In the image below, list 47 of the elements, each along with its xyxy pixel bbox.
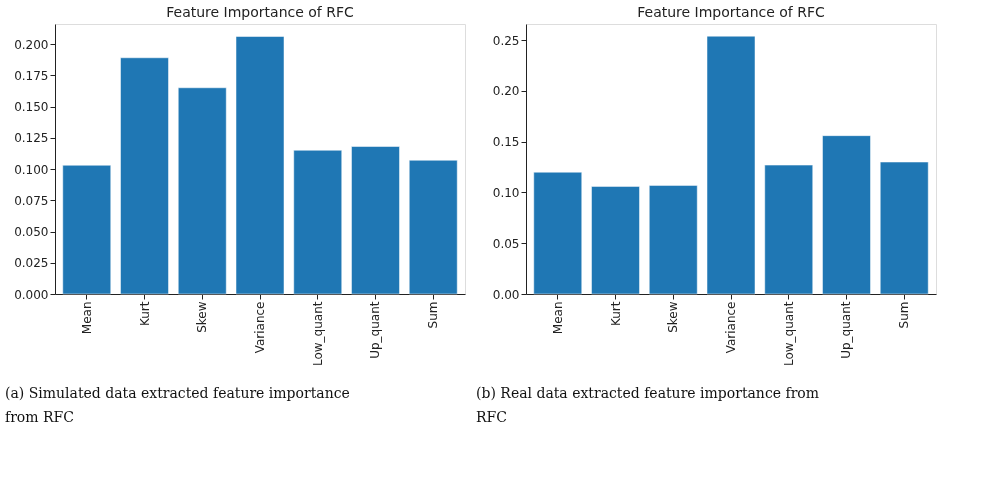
x-tick-label: Skew bbox=[195, 301, 210, 333]
y-tick-label: 0.075 bbox=[14, 193, 49, 208]
bar bbox=[178, 87, 227, 295]
y-tick-label: 0.200 bbox=[14, 37, 49, 52]
y-tick-label: 0.15 bbox=[492, 135, 520, 150]
bar bbox=[408, 160, 458, 295]
y-tick-label: 0.175 bbox=[14, 68, 49, 83]
x-tick-label: Up_quant bbox=[839, 301, 854, 359]
bar bbox=[649, 185, 698, 295]
y-tick-label: 0.00 bbox=[492, 287, 520, 302]
chart-title: Feature Importance of RFC bbox=[166, 4, 354, 20]
x-tick-label: Variance bbox=[253, 301, 267, 354]
x-tick-label: Kurt bbox=[608, 301, 623, 327]
x-tick-label: Mean bbox=[550, 301, 565, 335]
bar bbox=[822, 135, 871, 295]
bar bbox=[351, 146, 400, 295]
bar bbox=[62, 165, 112, 295]
bar bbox=[533, 171, 583, 295]
bar bbox=[764, 164, 813, 295]
bar bbox=[706, 35, 756, 295]
y-tick-label: 0.150 bbox=[14, 100, 49, 114]
y-tick-label: 0.050 bbox=[14, 225, 49, 239]
y-tick-label: 0.20 bbox=[492, 84, 520, 99]
y-tick-label: 0.10 bbox=[492, 186, 520, 200]
x-tick-label: Sum bbox=[897, 301, 912, 329]
x-tick-label: Variance bbox=[724, 301, 738, 354]
x-tick-label: Kurt bbox=[137, 301, 152, 327]
bar bbox=[293, 150, 342, 295]
x-tick-label: Mean bbox=[79, 301, 94, 335]
bar bbox=[120, 57, 169, 295]
text: (b) Real data extracted feature importance from RFC bbox=[476, 385, 820, 425]
x-tick-label: Skew bbox=[666, 301, 681, 333]
bar bbox=[591, 186, 640, 295]
bar bbox=[235, 36, 285, 295]
chart-title: Feature Importance of RFC bbox=[637, 4, 825, 20]
y-tick-label: 0.025 bbox=[14, 256, 49, 271]
text: (a) Simulated data extracted feature importance from RFC bbox=[5, 385, 350, 425]
y-tick-label: 0.05 bbox=[492, 236, 520, 251]
bar bbox=[879, 161, 929, 295]
y-tick-label: 0.100 bbox=[14, 162, 49, 177]
x-tick-label: Sum bbox=[426, 301, 441, 329]
x-tick-label: Low_quant bbox=[781, 301, 796, 367]
x-tick-label: Up_quant bbox=[368, 301, 383, 359]
y-tick-label: 0.000 bbox=[14, 287, 49, 302]
y-tick-label: 0.25 bbox=[492, 33, 520, 48]
x-tick-label: Low_quant bbox=[310, 301, 325, 367]
y-tick-label: 0.125 bbox=[14, 131, 49, 146]
